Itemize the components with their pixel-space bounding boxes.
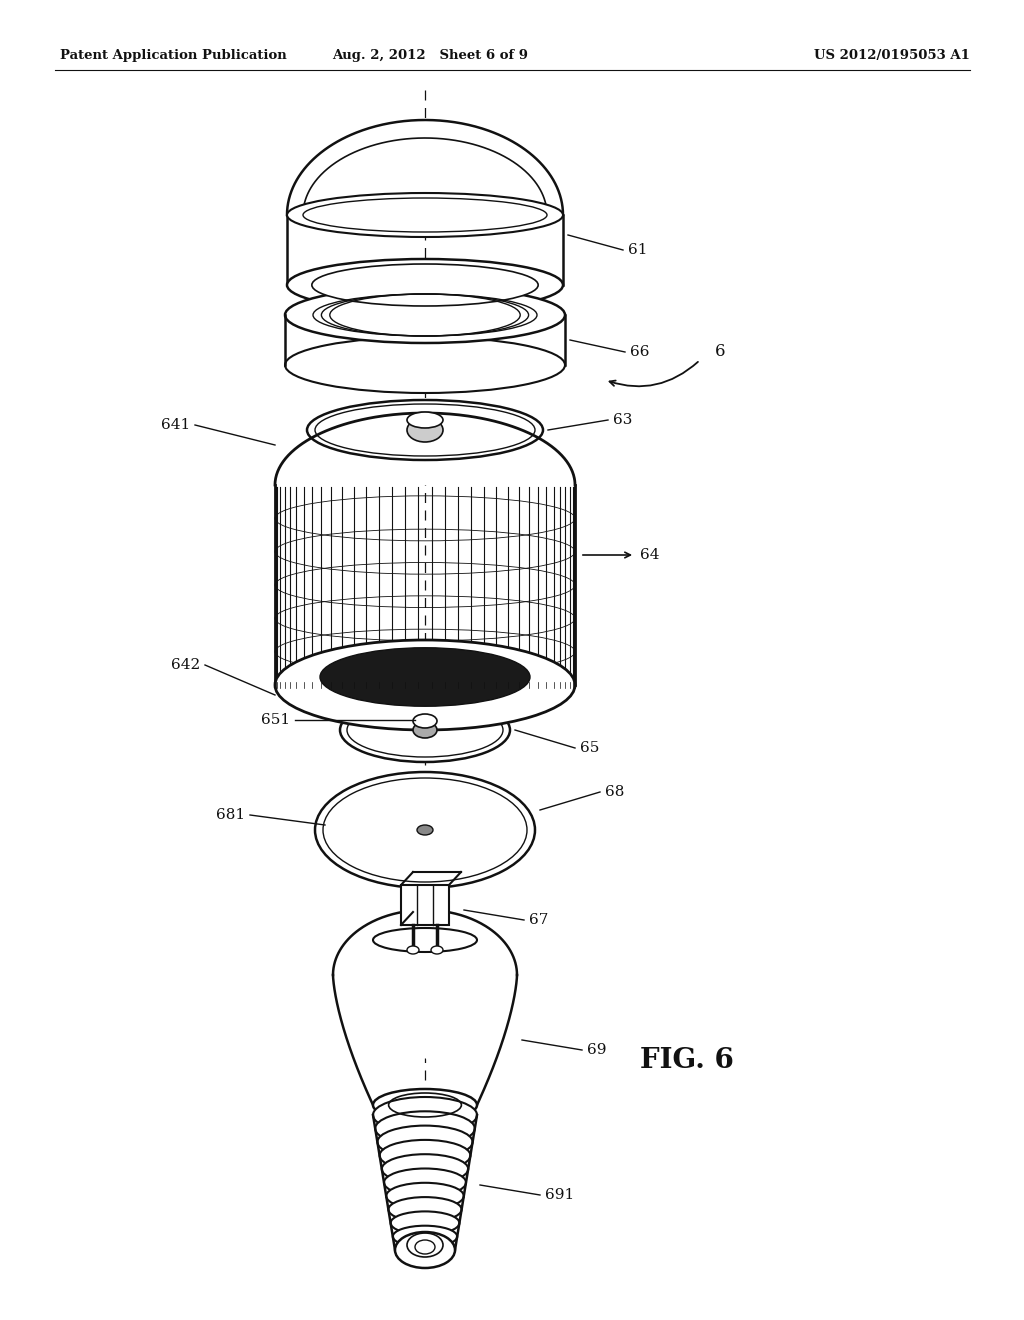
- Text: 67: 67: [529, 913, 549, 927]
- Ellipse shape: [415, 1239, 435, 1254]
- Ellipse shape: [312, 264, 539, 306]
- Text: 66: 66: [630, 345, 649, 359]
- Text: 642: 642: [171, 657, 200, 672]
- Ellipse shape: [340, 698, 510, 762]
- Text: 65: 65: [580, 741, 599, 755]
- Ellipse shape: [319, 648, 530, 706]
- Polygon shape: [287, 120, 563, 215]
- Ellipse shape: [413, 722, 437, 738]
- Text: Aug. 2, 2012   Sheet 6 of 9: Aug. 2, 2012 Sheet 6 of 9: [332, 49, 528, 62]
- Ellipse shape: [375, 1111, 475, 1146]
- Ellipse shape: [395, 1232, 455, 1269]
- Text: 641: 641: [161, 418, 190, 432]
- Text: 6: 6: [715, 343, 725, 360]
- Ellipse shape: [395, 1239, 455, 1261]
- Ellipse shape: [380, 1140, 470, 1171]
- Ellipse shape: [285, 337, 565, 393]
- Polygon shape: [333, 909, 517, 1105]
- Ellipse shape: [393, 1226, 457, 1247]
- Ellipse shape: [378, 1126, 473, 1159]
- Text: FIG. 6: FIG. 6: [640, 1047, 734, 1073]
- Text: 681: 681: [216, 808, 245, 822]
- Ellipse shape: [407, 412, 443, 428]
- Ellipse shape: [386, 1183, 464, 1209]
- Ellipse shape: [315, 772, 535, 888]
- Ellipse shape: [307, 400, 543, 459]
- Text: 651: 651: [261, 713, 290, 727]
- Ellipse shape: [373, 1089, 477, 1121]
- Ellipse shape: [417, 825, 433, 836]
- Ellipse shape: [285, 286, 565, 343]
- Ellipse shape: [303, 198, 547, 232]
- Ellipse shape: [373, 928, 477, 952]
- Ellipse shape: [407, 418, 443, 442]
- Polygon shape: [275, 413, 575, 484]
- Text: 69: 69: [587, 1043, 606, 1057]
- Text: US 2012/0195053 A1: US 2012/0195053 A1: [814, 49, 970, 62]
- Text: 61: 61: [628, 243, 647, 257]
- Ellipse shape: [287, 259, 563, 312]
- Ellipse shape: [384, 1168, 466, 1196]
- Text: 64: 64: [640, 548, 659, 562]
- Bar: [401, 884, 449, 925]
- Ellipse shape: [413, 714, 437, 729]
- Ellipse shape: [431, 946, 443, 954]
- Ellipse shape: [390, 1212, 460, 1234]
- Ellipse shape: [407, 946, 419, 954]
- Ellipse shape: [388, 1197, 462, 1222]
- Text: Patent Application Publication: Patent Application Publication: [60, 49, 287, 62]
- Text: 68: 68: [605, 785, 625, 799]
- Ellipse shape: [275, 640, 575, 730]
- Ellipse shape: [287, 193, 563, 238]
- Text: 63: 63: [613, 413, 633, 426]
- Text: 691: 691: [545, 1188, 574, 1203]
- Ellipse shape: [382, 1154, 468, 1184]
- Ellipse shape: [373, 1097, 477, 1133]
